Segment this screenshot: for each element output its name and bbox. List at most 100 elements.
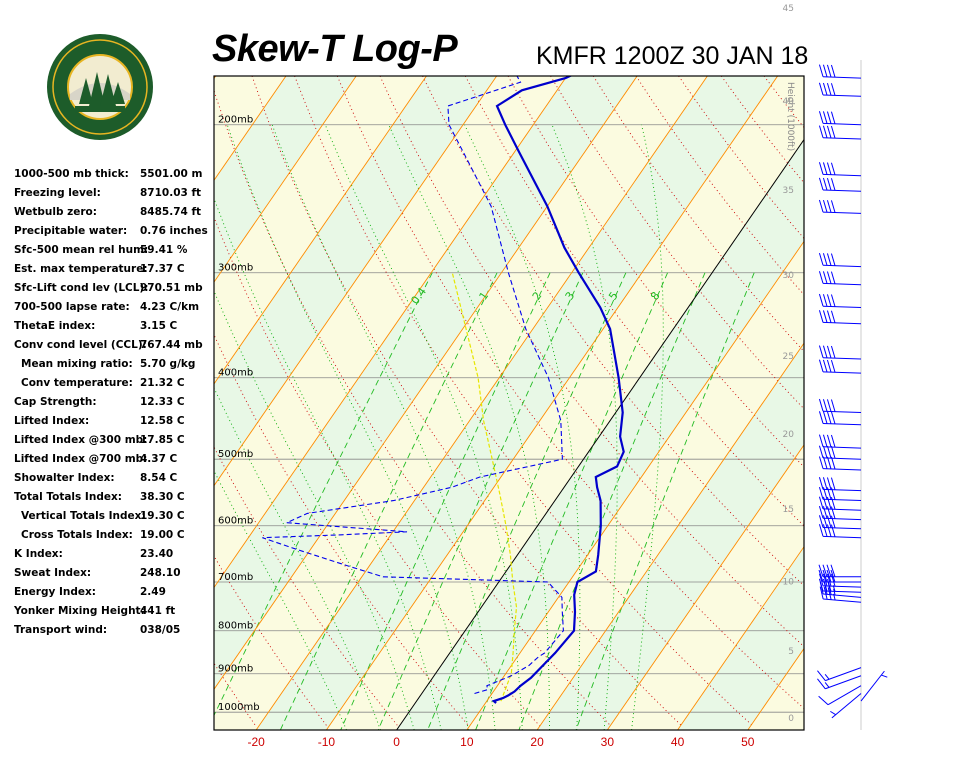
wind-barb-feather (818, 253, 824, 266)
index-row: Yonker Mixing Height: 441 ft (14, 605, 219, 624)
index-value: 767.44 mb (140, 339, 203, 351)
wind-barb-feather (822, 271, 828, 284)
pressure-label: 700mb (218, 572, 253, 583)
index-row: Sweat Index: 248.10 (14, 567, 219, 586)
dry-adiabat-line (0, 76, 114, 726)
index-label: Cap Strength: (14, 396, 97, 408)
pressure-label: 1000mb (218, 702, 260, 713)
wind-barb-feather (822, 162, 828, 175)
dry-adiabat-line (214, 333, 470, 727)
index-row: 1000-500 mb thick: 5501.00 m (14, 168, 219, 187)
wind-barb-feather (822, 445, 828, 459)
plot-frame (213, 75, 805, 731)
index-label: Sweat Index: (14, 567, 92, 579)
moist-adiabat-line (214, 469, 347, 730)
wind-barb-feather (822, 411, 828, 424)
plot-area (0, 76, 960, 730)
wind-barb-shaft (823, 457, 862, 460)
isotherm-line (466, 240, 804, 730)
wind-barb-feather (830, 515, 836, 529)
index-value: 19.30 C (140, 510, 185, 522)
dry-adiabat-line (935, 76, 960, 726)
pressure-label: 500mb (218, 449, 253, 460)
moist-adiabat-line (226, 124, 469, 730)
wind-barb-feather (822, 253, 828, 266)
wind-barb-feather (826, 345, 832, 359)
wind-barb-shaft (823, 122, 862, 126)
dry-adiabat-line (892, 76, 960, 726)
wind-barb-shaft (823, 137, 862, 140)
stability-indices-panel: 1000-500 mb thick: 5501.00 m Freezing leve… (14, 168, 219, 643)
isotherm-line (606, 444, 804, 730)
wind-barb (818, 199, 862, 214)
logo-trees-icon (79, 72, 125, 106)
mixing-ratio-line (575, 272, 755, 730)
wind-barb (818, 398, 862, 414)
isotherm-line (214, 76, 498, 487)
wind-barb-feather (818, 111, 824, 124)
index-row: Vertical Totals Index: 19.30 C (14, 510, 219, 529)
index-value: 19.00 C (140, 529, 185, 541)
dry-adiabat-line (336, 76, 804, 710)
mixing-ratio-line (377, 272, 584, 730)
wind-barb-feather (822, 125, 828, 139)
wind-barb-shaft (823, 517, 862, 521)
isotherm-line (326, 76, 779, 730)
isotherm-line (214, 76, 357, 283)
x-tick-label: -10 (318, 735, 336, 749)
wind-barb-feather (826, 434, 832, 448)
index-row: Mean mixing ratio: 5.70 g/kg (14, 358, 219, 377)
mixing-ratio-line (214, 272, 433, 717)
wind-barb-feather (818, 434, 824, 447)
wind-barb-feather (818, 199, 824, 213)
index-value: 5501.00 m (140, 168, 203, 180)
wind-barb (818, 411, 862, 426)
index-label: Lifted Index: (14, 415, 90, 427)
index-value: 8710.03 ft (140, 187, 202, 199)
lifted-parcel-line (451, 272, 518, 702)
wind-barb-feather (826, 162, 832, 175)
oregon-forestry-logo (47, 34, 153, 140)
wind-barb-feather (822, 199, 828, 213)
index-row: K Index: 23.40 (14, 548, 219, 567)
index-label: Mean mixing ratio: (21, 358, 133, 370)
wind-barb (818, 456, 862, 471)
wind-barb-feather (830, 271, 836, 284)
wind-barb-shaft (823, 535, 862, 539)
wind-barb (818, 477, 862, 492)
wind-barb-feather (818, 64, 824, 77)
wind-barb-feather (822, 456, 828, 469)
wind-barb-half-feather (830, 710, 836, 716)
wind-barb (818, 564, 861, 578)
wind-barb-shaft (823, 468, 862, 471)
index-row: Conv cond level (CCL): 767.44 mb (14, 339, 219, 358)
index-label: Lifted Index @700 mb: (14, 453, 148, 465)
wind-barb-feather (830, 345, 836, 359)
height-tick-label: 15 (783, 505, 794, 515)
wind-barb-feather (822, 294, 828, 307)
wind-barb-shaft (823, 282, 862, 286)
wind-barb-shaft (823, 590, 862, 593)
dry-adiabat-line (422, 76, 804, 587)
temperature-band (256, 76, 778, 730)
moist-adiabat-line (464, 124, 581, 730)
wind-barb-feather (826, 477, 832, 490)
wind-barb-feather (822, 477, 828, 490)
wind-barb-feather (822, 359, 828, 373)
wind-barb-feather (818, 177, 824, 191)
index-label: Cross Totals Index: (21, 529, 133, 541)
index-value: 441 ft (140, 605, 176, 617)
index-row: Freezing level: 8710.03 ft (14, 187, 219, 206)
wind-barb-feather (818, 345, 824, 358)
wind-barb-shaft (823, 585, 862, 588)
wind-barb-feather (822, 564, 828, 577)
wind-barb-feather (830, 83, 836, 96)
moist-adiabat-line (214, 197, 442, 730)
wind-barb-feather (830, 64, 836, 78)
logo-ground (75, 106, 125, 112)
index-label: Sfc-500 mean rel hum: (14, 244, 149, 256)
mixing-ratio-line (475, 272, 669, 730)
wind-barb-shaft (823, 321, 862, 325)
wind-barb-shaft (825, 667, 862, 682)
wind-barb-feather (830, 573, 836, 587)
